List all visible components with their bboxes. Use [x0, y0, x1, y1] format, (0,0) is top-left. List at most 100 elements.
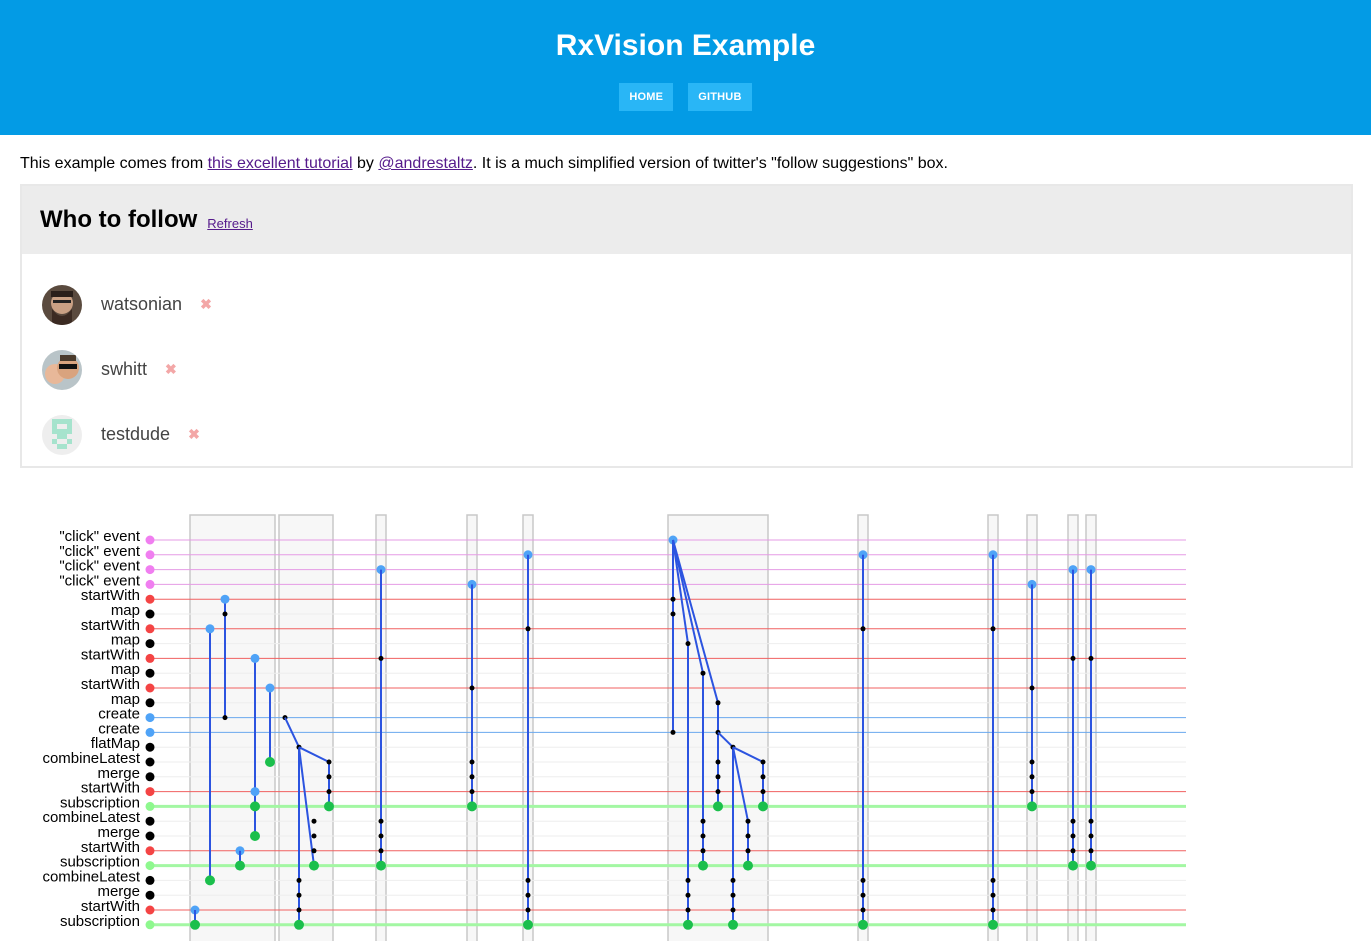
close-icon[interactable]: ✖: [200, 296, 212, 312]
operator-event-dot: [1029, 774, 1035, 780]
lane-label: map: [111, 632, 140, 649]
operator-event-dot: [990, 907, 996, 913]
close-icon[interactable]: ✖: [188, 426, 200, 442]
avatar[interactable]: [42, 349, 82, 390]
nav-github-button[interactable]: GITHUB: [688, 83, 752, 111]
username[interactable]: testdude: [101, 424, 171, 444]
lane-label: subscription: [60, 794, 140, 811]
subscription-event-dot: [743, 860, 753, 871]
operator-event-dot: [296, 877, 302, 883]
operator-event-dot: [730, 892, 736, 898]
lane-label: "click" event: [59, 543, 141, 560]
tutorial-link[interactable]: this excellent tutorial: [207, 155, 353, 172]
value-event-dot: [265, 683, 275, 693]
operator-event-dot: [525, 907, 531, 913]
avatar[interactable]: [42, 284, 82, 325]
operator-event-dot: [1070, 848, 1076, 854]
operator-event-dot: [745, 818, 751, 824]
operator-event-dot: [525, 877, 531, 883]
lane-marker: [145, 816, 155, 826]
value-event-dot: [250, 787, 260, 797]
operator-event-dot: [860, 877, 866, 883]
lane-marker: [145, 787, 155, 797]
lane-marker: [145, 535, 155, 545]
refresh-link[interactable]: Refresh: [207, 215, 253, 231]
lane-label: create: [98, 706, 140, 723]
event-link: [672, 539, 704, 674]
operator-event-dot: [745, 848, 751, 854]
close-icon[interactable]: ✖: [165, 361, 177, 377]
subscription-event-dot: [713, 801, 723, 812]
operator-event-dot: [1088, 833, 1094, 839]
value-event-dot: [988, 550, 998, 560]
app-header: RxVision Example HOME GITHUB: [0, 0, 1371, 135]
intro-before: This example comes from: [20, 155, 208, 172]
who-to-follow-panel: Who to follow Refresh watsonian ✖: [20, 184, 1353, 468]
operator-event-dot: [700, 818, 706, 824]
lane-label: startWith: [81, 676, 140, 693]
lane-marker: [145, 653, 155, 663]
operator-event-dot: [670, 729, 676, 735]
operator-event-dot: [378, 655, 384, 661]
username[interactable]: watsonian: [101, 294, 183, 314]
operator-event-dot: [760, 774, 766, 780]
event-link: [298, 746, 330, 763]
operator-event-dot: [700, 833, 706, 839]
top-nav: HOME GITHUB: [0, 83, 1371, 111]
operator-event-dot: [730, 877, 736, 883]
operator-event-dot: [525, 892, 531, 898]
lane-marker: [145, 772, 155, 782]
operator-event-dot: [296, 892, 302, 898]
event-link: [284, 717, 300, 748]
operator-event-dot: [469, 685, 475, 691]
lane-label: combineLatest: [42, 809, 140, 826]
operator-event-dot: [760, 759, 766, 765]
subscription-event-dot: [1086, 860, 1096, 871]
lane-label: merge: [97, 765, 140, 782]
subscription-event-dot: [265, 757, 275, 767]
lane-marker: [145, 550, 155, 560]
operator-event-dot: [715, 700, 721, 706]
suggestion-item: watsonian ✖: [22, 272, 1351, 337]
operator-event-dot: [311, 833, 317, 839]
stream-visualizer: "click" event"click" event"click" event"…: [42, 514, 1186, 941]
operator-event-dot: [670, 596, 676, 602]
operator-event-dot: [685, 892, 691, 898]
subscription-event-dot: [988, 919, 998, 930]
operator-event-dot: [1088, 818, 1094, 824]
lane-label: startWith: [81, 617, 140, 634]
subscription-event-dot: [523, 919, 533, 930]
username[interactable]: swhitt: [101, 359, 148, 379]
lane-marker: [145, 920, 155, 930]
lane-label: merge: [97, 883, 140, 900]
operator-event-dot: [525, 626, 531, 632]
value-event-dot: [376, 565, 386, 575]
lane-marker: [145, 801, 155, 811]
operator-event-dot: [469, 789, 475, 795]
author-link[interactable]: @andrestaltz: [378, 155, 473, 172]
lane-label: startWith: [81, 587, 140, 604]
lane-label: "click" event: [59, 528, 141, 545]
operator-event-dot: [1070, 655, 1076, 661]
operator-event-dot: [1029, 685, 1035, 691]
time-window: [278, 514, 334, 941]
lane-marker: [145, 861, 155, 871]
value-event-dot: [1068, 565, 1078, 575]
operator-event-dot: [860, 626, 866, 632]
lane-label: map: [111, 661, 140, 678]
operator-event-dot: [222, 611, 228, 617]
operator-event-dot: [990, 892, 996, 898]
avatar[interactable]: [42, 414, 82, 455]
event-link: [298, 747, 315, 866]
value-event-dot: [523, 550, 533, 560]
operator-event-dot: [715, 759, 721, 765]
subscription-event-dot: [190, 919, 200, 930]
operator-event-dot: [378, 848, 384, 854]
lane-marker: [145, 713, 155, 723]
value-event-dot: [858, 550, 868, 560]
lane-marker: [145, 668, 155, 678]
operator-event-dot: [1088, 655, 1094, 661]
lane-marker: [145, 846, 155, 856]
operator-event-dot: [311, 848, 317, 854]
nav-home-button[interactable]: HOME: [619, 83, 674, 111]
